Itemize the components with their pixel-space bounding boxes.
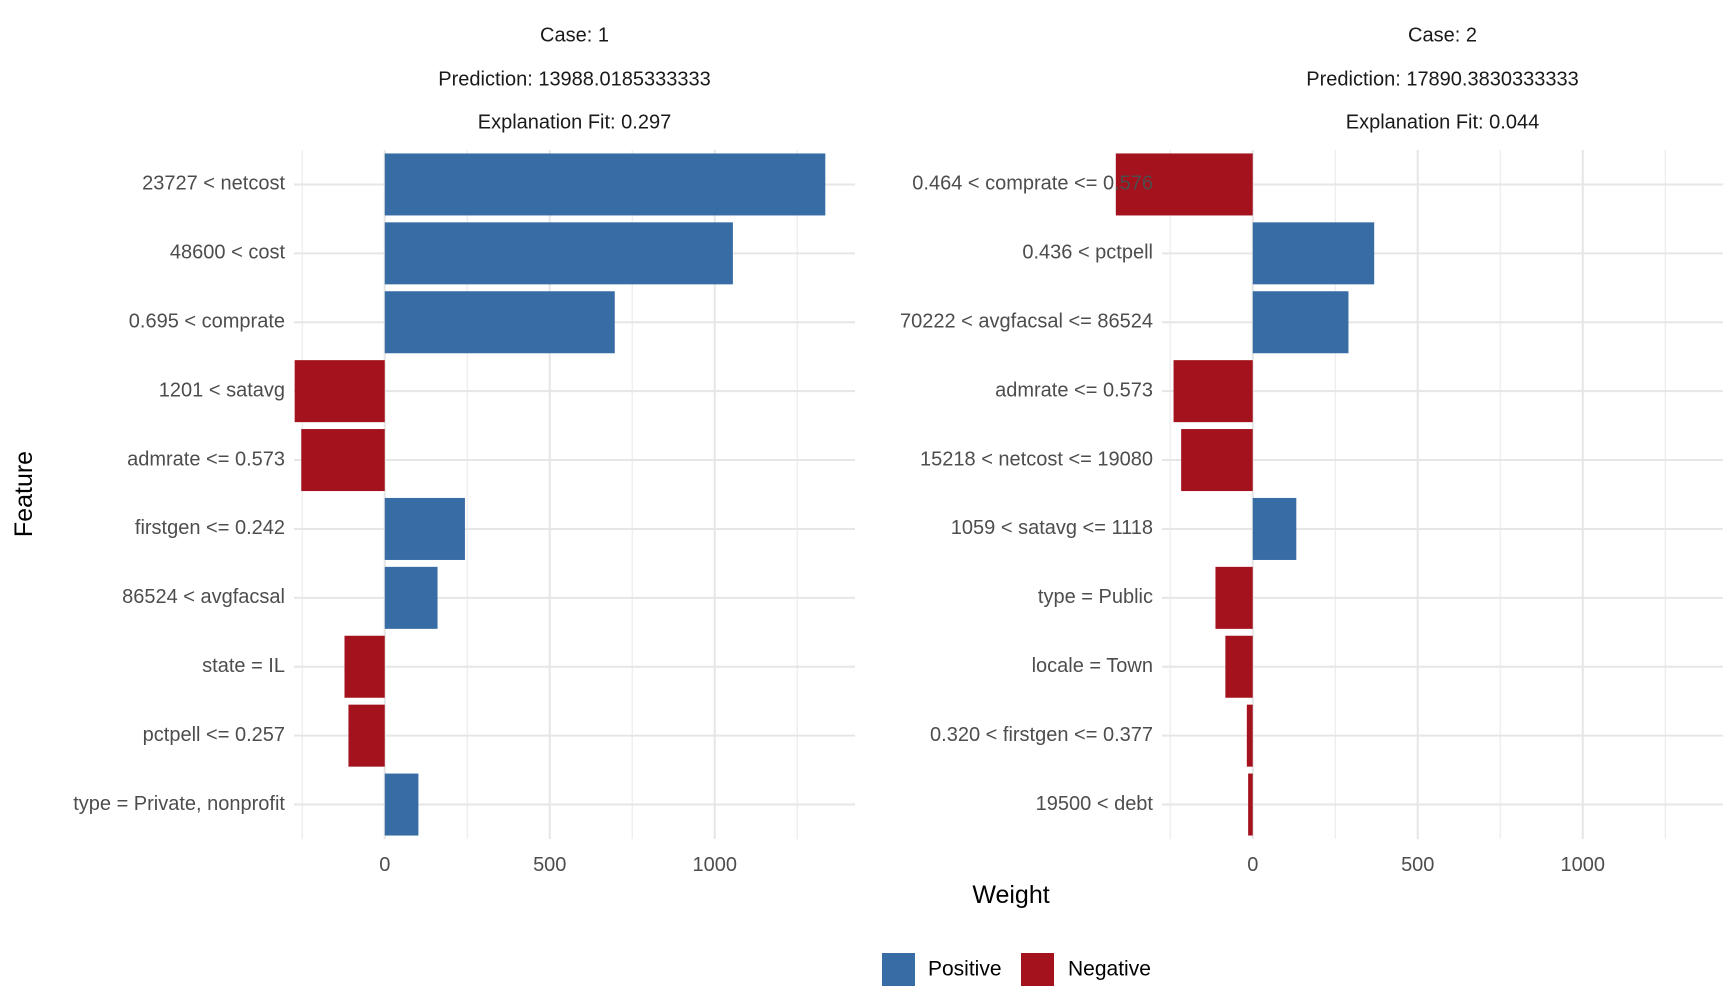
y-tick-label: type = Private, nonprofit [73,793,285,815]
bar [344,635,385,698]
bar [348,704,385,767]
legend-swatch [1021,953,1054,986]
panel-title-line: Case: 2 [1408,24,1477,46]
bar [1252,222,1375,285]
y-tick-label: 19500 < debt [1036,793,1154,815]
bar [1173,360,1253,423]
bar [1252,497,1297,560]
y-tick-label: 0.320 < firstgen <= 0.377 [930,724,1153,746]
x-tick-label: 500 [533,854,566,876]
bar [384,153,826,216]
y-axis-title: Feature [10,451,38,537]
y-tick-label: 1059 < satavg <= 1118 [951,517,1153,539]
panels-group: Case: 1 Prediction: 13988.0185333333 Expla… [73,24,1723,876]
x-tick-label: 1000 [693,854,738,876]
y-tick-label: 0.464 < comprate <= 0.576 [912,173,1153,195]
bars [294,153,826,836]
bar [301,429,385,492]
y-tick-label: 0.695 < comprate [129,311,285,333]
x-tick-label: 500 [1401,854,1434,876]
bar [1181,429,1253,492]
panel-title-line: Case: 1 [540,24,609,46]
bar [384,773,419,836]
bar [384,222,733,285]
bar [1215,566,1253,629]
x-tick-label: 1000 [1561,854,1606,876]
bar [294,360,385,423]
y-tick-label: firstgen <= 0.242 [135,517,285,539]
legend-label: Positive [928,958,1002,981]
y-tick-label: pctpell <= 0.257 [143,724,285,746]
major-gridlines [1162,150,1723,839]
legend-label: Negative [1068,958,1151,981]
y-tick-label: 23727 < netcost [142,173,285,195]
bar [384,291,615,354]
y-tick-label: state = IL [202,655,285,677]
x-tick-label: 0 [379,854,390,876]
x-axis-title: Weight [972,881,1049,909]
panel-title-line: Explanation Fit: 0.297 [478,111,671,133]
bar [384,566,438,629]
legend: Positive Negative [882,953,1151,986]
y-tick-label: 1201 < satavg [159,379,285,401]
bar [1246,704,1253,767]
panel-title-line: Prediction: 17890.3830333333 [1306,68,1578,90]
bar [1115,153,1253,216]
y-tick-label: 70222 < avgfacsal <= 86524 [900,311,1153,333]
y-tick-label: admrate <= 0.573 [995,379,1153,401]
bar [1252,291,1349,354]
y-tick-label: admrate <= 0.573 [127,448,285,470]
y-tick-label: locale = Town [1032,655,1153,677]
x-tick-label: 0 [1247,854,1258,876]
panel-1: Case: 1 Prediction: 13988.0185333333 Expla… [73,24,855,876]
panel-title-line: Prediction: 13988.0185333333 [438,68,710,90]
legend-item-positive: Positive [882,953,1002,986]
panel-title-line: Explanation Fit: 0.044 [1346,111,1539,133]
y-tick-label: 0.436 < pctpell [1022,242,1153,264]
bars [1115,153,1375,836]
y-tick-label: type = Public [1038,586,1153,608]
legend-item-negative: Negative [1021,953,1151,986]
y-tick-label: 86524 < avgfacsal [122,586,285,608]
y-tick-label: 48600 < cost [170,242,286,264]
bar [1248,773,1253,836]
legend-swatch [882,953,915,986]
y-tick-label: 15218 < netcost <= 19080 [920,448,1153,470]
bar [1225,635,1253,698]
bar [384,497,465,560]
panel-2: Case: 2 Prediction: 17890.3830333333 Expla… [900,24,1723,876]
